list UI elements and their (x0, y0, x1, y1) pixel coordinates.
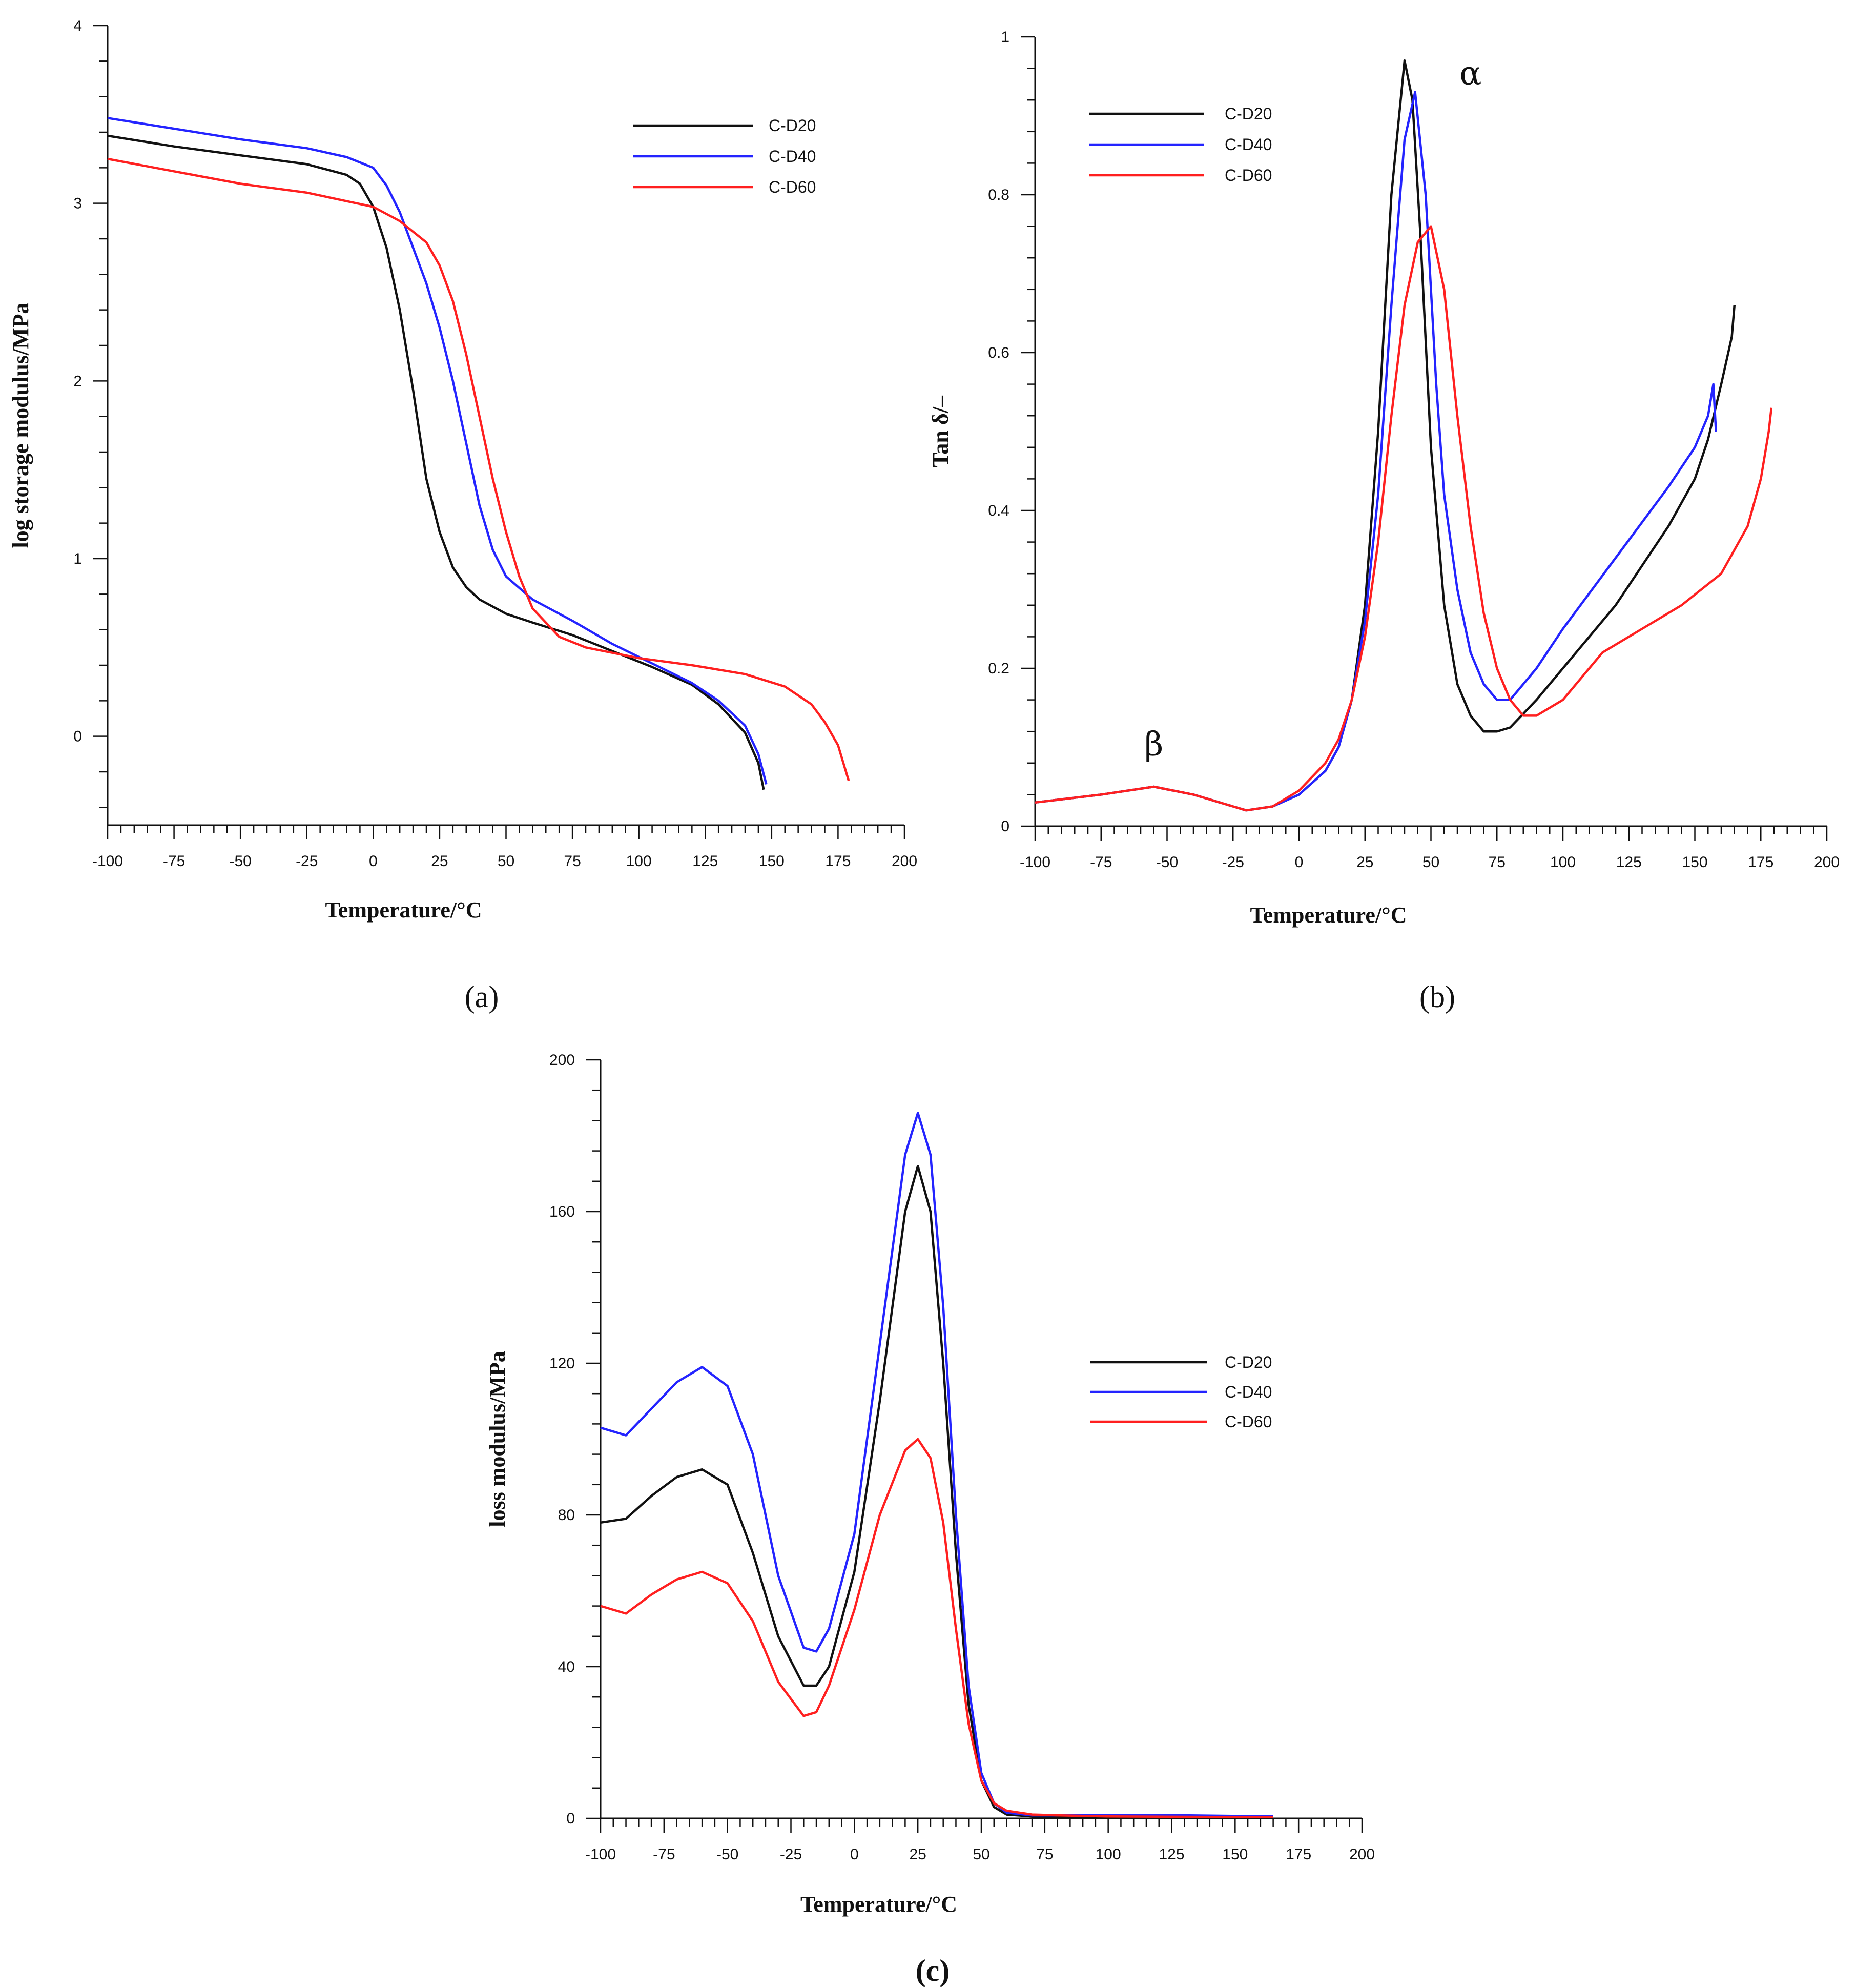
series-line-c-d40 (107, 117, 768, 785)
x-tick-label: 150 (1682, 854, 1707, 871)
x-axis-title: Temperature/°C (1250, 903, 1407, 928)
x-tick-label: 125 (692, 853, 718, 870)
x-tick-label: 50 (973, 1846, 989, 1863)
chart-panel-c: -100 -75 -50 -25 0 25 50 75 100 125 150 175 200 0 40 80… (485, 1052, 1375, 1987)
y-tick-label: 120 (549, 1355, 575, 1372)
x-tick-label: -50 (1156, 854, 1178, 871)
y-tick-label: 200 (549, 1052, 575, 1069)
series-line-c-d40 (600, 1112, 1273, 1818)
x-tick-label: 25 (909, 1846, 926, 1863)
x-axis-title: Temperature/°C (325, 897, 482, 923)
x-tick-label: -100 (585, 1846, 616, 1863)
y-tick-label: 0.6 (988, 344, 1009, 361)
legend-label-c-d40: C-D40 (769, 147, 816, 166)
annotation-label: β (1144, 725, 1163, 763)
y-tick-label: 4 (73, 17, 82, 34)
x-tick-label: -75 (1090, 854, 1112, 871)
annotation-label: α (1459, 54, 1481, 92)
x-tick-label: 0 (850, 1846, 859, 1863)
x-tick-label: -50 (716, 1846, 738, 1863)
x-tick-label: 175 (1286, 1846, 1311, 1863)
x-tick-label: 0 (1295, 854, 1304, 871)
legend-label-c-d20: C-D20 (769, 116, 816, 135)
legend-label-c-d60: C-D60 (1225, 166, 1272, 185)
x-tick-label: -100 (92, 853, 123, 870)
legend-label-c-d40: C-D40 (1225, 1383, 1272, 1401)
legend-label-c-d60: C-D60 (1225, 1412, 1272, 1431)
x-tick-label: -25 (296, 853, 318, 870)
chart-panel-a: -100 -75 -50 -25 0 25 50 75 100 125 150 175 200 0 1 2 3 4… (8, 17, 917, 1014)
x-tick-label: -75 (163, 853, 185, 870)
x-tick-label: 150 (759, 853, 785, 870)
x-tick-label: 75 (564, 853, 581, 870)
panel-label: (a) (465, 980, 499, 1014)
x-tick-label: -100 (1020, 854, 1050, 871)
x-tick-label: 200 (1349, 1846, 1375, 1863)
x-tick-label: -50 (229, 853, 251, 870)
series-line-c-d60 (600, 1438, 1273, 1819)
x-tick-label: 100 (1550, 854, 1576, 871)
x-tick-label: 100 (626, 853, 652, 870)
x-tick-label: 125 (1616, 854, 1642, 871)
x-tick-label: 50 (498, 853, 514, 870)
series-line-c-d60 (107, 157, 850, 781)
legend-label-c-d20: C-D20 (1225, 105, 1272, 123)
legend-label-c-d40: C-D40 (1225, 135, 1272, 154)
x-tick-label: 150 (1222, 1846, 1248, 1863)
panel-label: (b) (1419, 980, 1455, 1014)
y-tick-label: 0.4 (988, 502, 1009, 519)
x-tick-label: 75 (1489, 854, 1506, 871)
y-axis-title: log storage modulus/MPa (8, 302, 33, 548)
x-tick-label: 175 (1748, 854, 1773, 871)
x-tick-label: -75 (653, 1846, 675, 1863)
series-line-c-d20 (600, 1164, 1273, 1819)
x-tick-label: 25 (1356, 854, 1373, 871)
series-line-c-d20 (1035, 59, 1736, 812)
y-tick-label: 160 (549, 1203, 575, 1220)
x-tick-label: -25 (1222, 854, 1244, 871)
series-line-c-d20 (107, 134, 765, 790)
y-tick-label: 0 (566, 1810, 575, 1827)
y-tick-label: 1 (73, 550, 82, 567)
x-tick-label: 100 (1096, 1846, 1121, 1863)
y-tick-label: 2 (73, 373, 82, 390)
y-tick-label: 3 (73, 195, 82, 212)
y-axis-title: Tan δ/– (928, 395, 953, 467)
chart-panel-b: -100 -75 -50 -25 0 25 50 75 100 125 150 175 200 0 0.2 0… (928, 29, 1840, 1014)
x-tick-label: 50 (1422, 854, 1439, 871)
y-tick-label: 0.8 (988, 187, 1009, 203)
y-tick-label: 40 (558, 1658, 575, 1675)
x-tick-label: 125 (1159, 1846, 1184, 1863)
series-line-c-d60 (1035, 225, 1773, 812)
x-tick-label: 175 (825, 853, 851, 870)
x-tick-label: 200 (1814, 854, 1840, 871)
y-tick-label: 0 (1001, 818, 1009, 835)
x-tick-label: 25 (431, 853, 448, 870)
y-tick-label: 80 (558, 1507, 575, 1524)
legend-label-c-d60: C-D60 (769, 178, 816, 196)
legend-label-c-d20: C-D20 (1225, 1353, 1272, 1371)
x-tick-label: 0 (369, 853, 378, 870)
panel-label: (c) (916, 1954, 950, 1987)
y-tick-label: 0.2 (988, 660, 1009, 677)
x-axis-title: Temperature/°C (800, 1892, 957, 1917)
x-tick-label: 200 (892, 853, 917, 870)
y-tick-label: 0 (73, 728, 82, 745)
y-tick-label: 1 (1001, 29, 1009, 46)
y-axis-title: loss modulus/MPa (485, 1351, 510, 1527)
x-tick-label: 75 (1036, 1846, 1053, 1863)
x-tick-label: -25 (780, 1846, 802, 1863)
